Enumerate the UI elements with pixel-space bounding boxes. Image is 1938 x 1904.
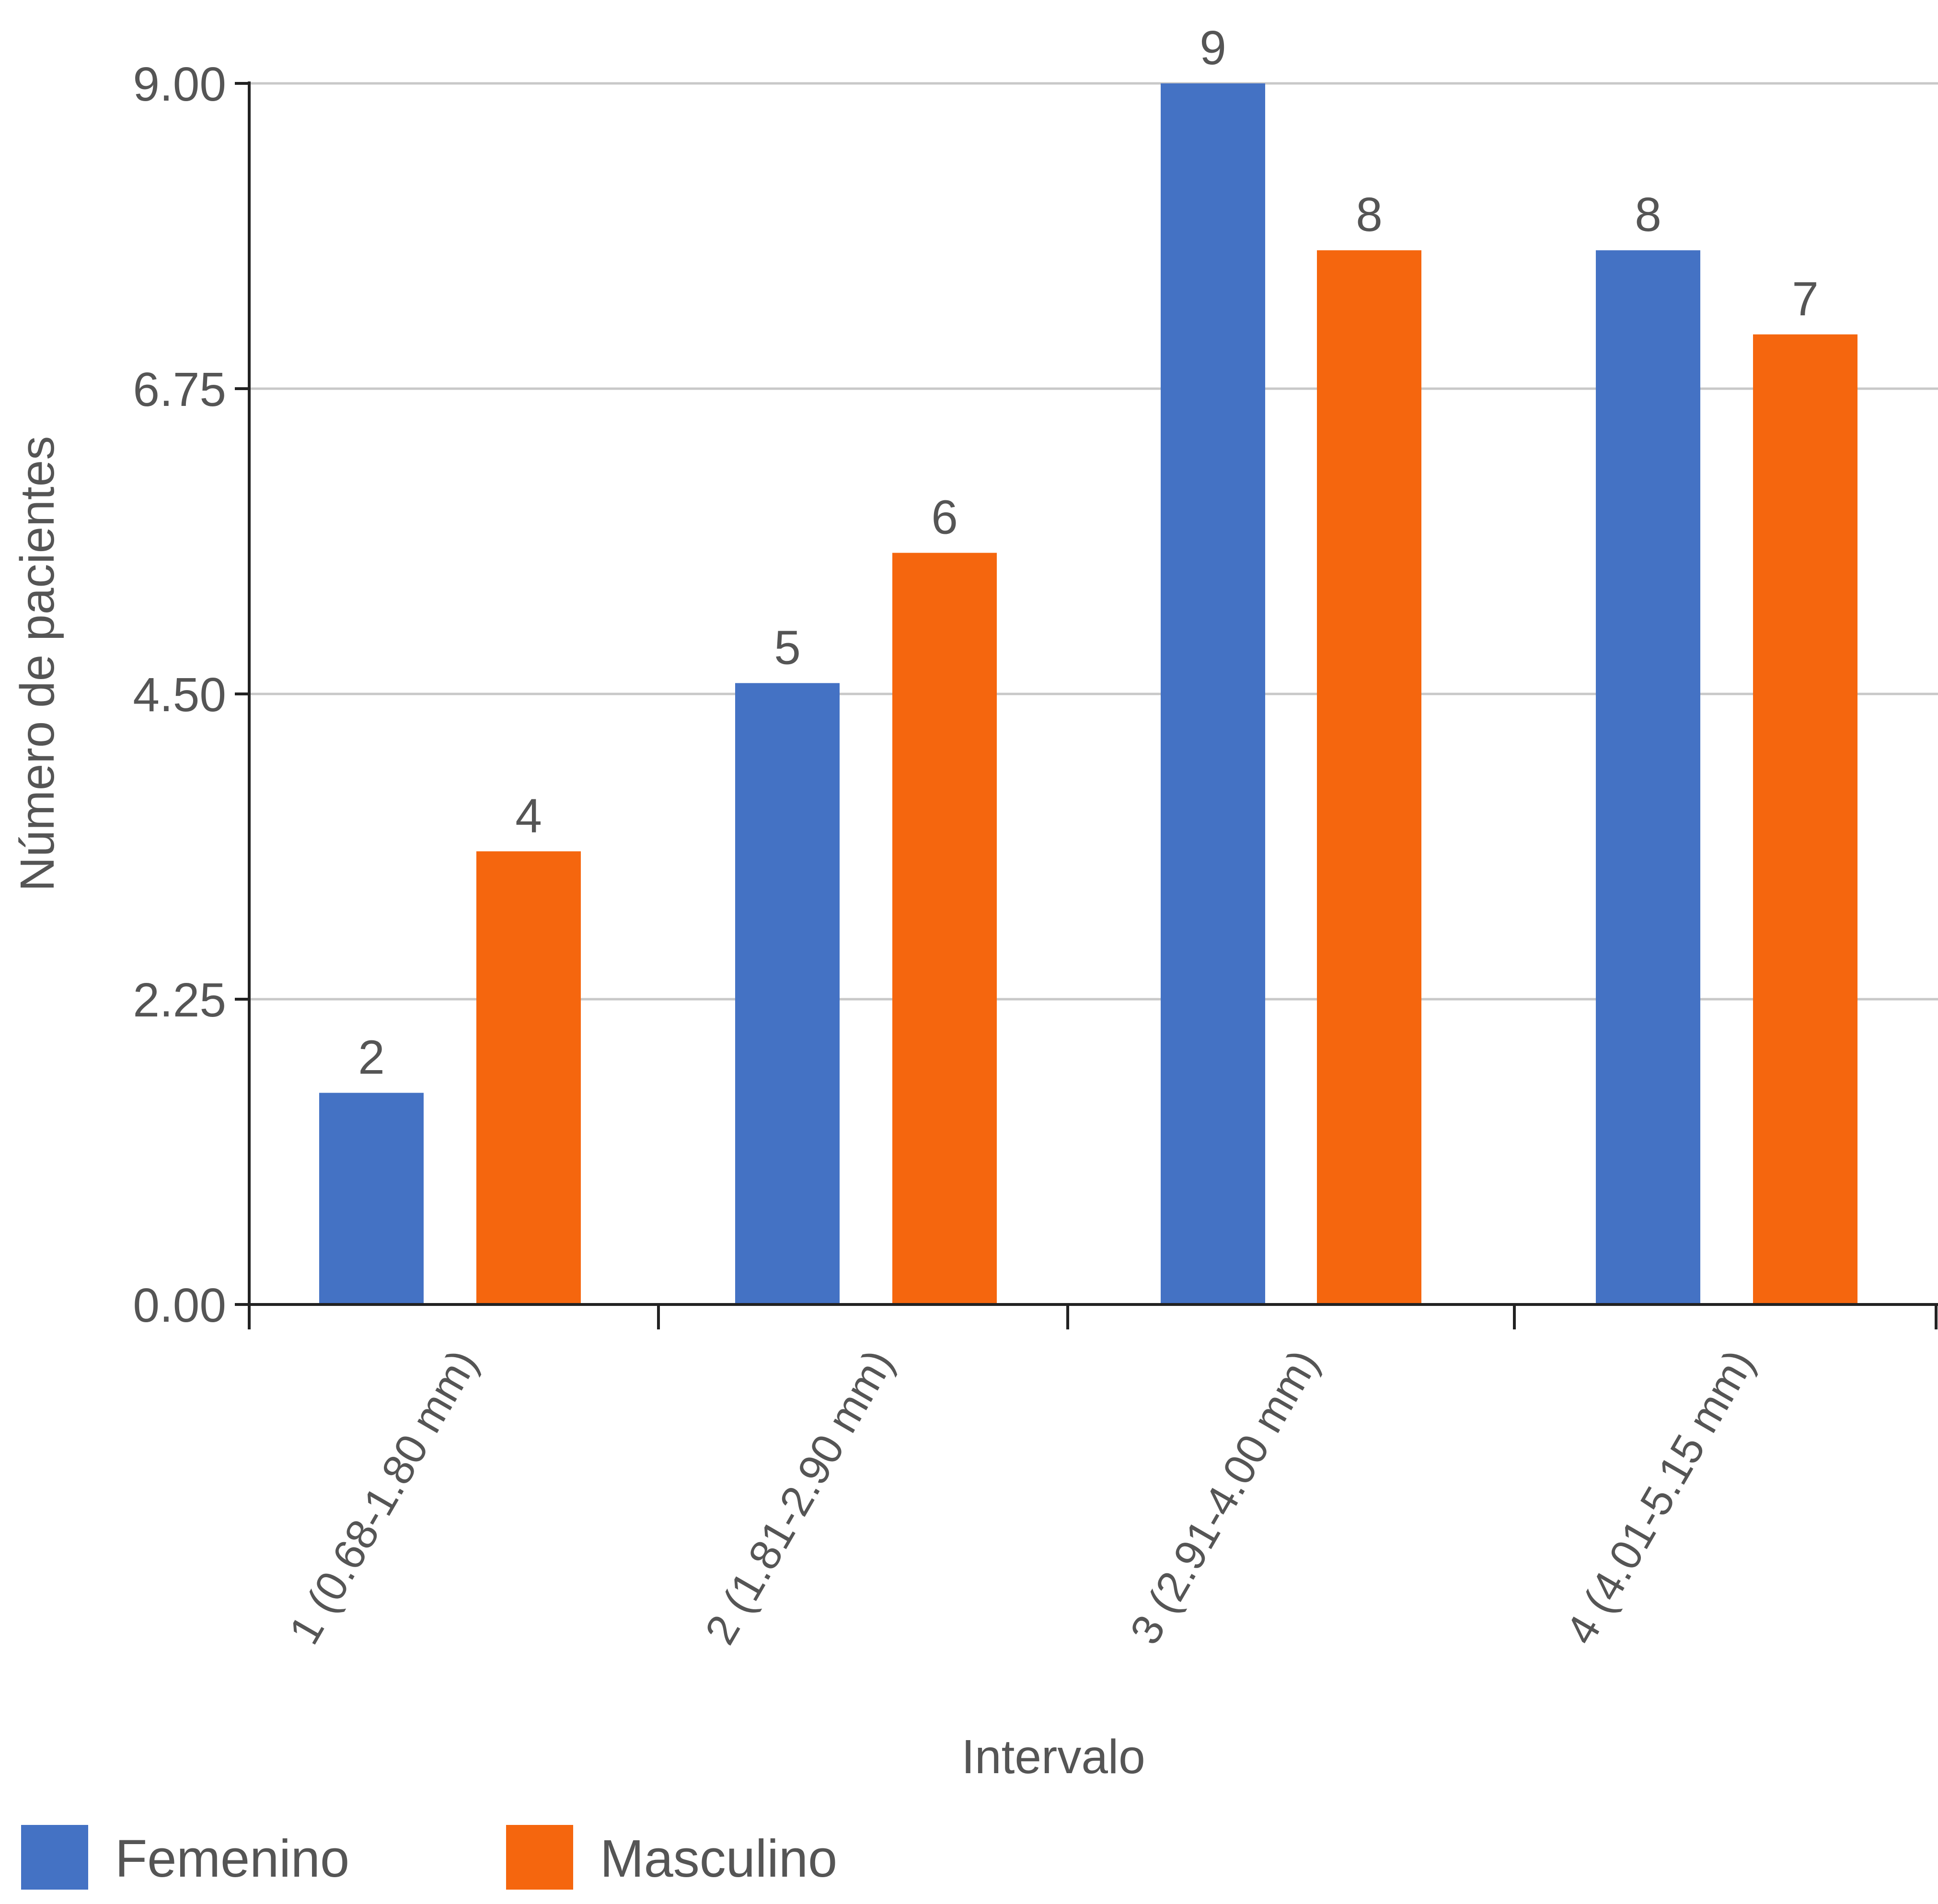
bar [1753,334,1857,1304]
axes [235,81,1938,1329]
bar [735,683,840,1304]
bars [319,83,1857,1305]
bar [1161,83,1265,1304]
legend-swatch [21,1825,88,1890]
data-label: 6 [931,491,958,544]
bar [892,553,997,1304]
y-tick-label: 0.00 [133,1279,226,1332]
y-tick-label: 6.75 [133,363,226,416]
y-tick-label: 4.50 [133,668,226,722]
bar [1596,250,1700,1305]
data-label: 8 [1635,188,1661,242]
data-label: 9 [1200,21,1226,75]
bar [319,1093,424,1304]
data-label: 2 [358,1030,385,1084]
legend-label: Masculino [600,1829,837,1888]
y-tick-label: 9.00 [133,58,226,111]
bar [476,851,581,1304]
x-tick-label: 4 (4.01-5.15 mm) [1557,1342,1764,1652]
x-axis-title: Intervalo [961,1730,1145,1784]
legend-swatch [506,1825,573,1890]
y-axis-title: Número de pacientes [11,436,64,892]
bar [1317,250,1421,1305]
y-tick-label: 2.25 [133,973,226,1027]
data-label: 5 [774,621,801,674]
legend-label: Femenino [115,1829,349,1888]
data-label: 8 [1356,188,1383,242]
x-tick-label: 3 (2.91-4.00 mm) [1121,1342,1328,1652]
legend: Femenino Masculino [21,1825,837,1890]
x-tick-label: 2 (1.81-2.90 mm) [696,1342,903,1652]
x-tick-label: 1 (0.68-1.80 mm) [280,1342,487,1652]
data-label: 4 [515,789,542,842]
data-label: 7 [1792,272,1819,326]
